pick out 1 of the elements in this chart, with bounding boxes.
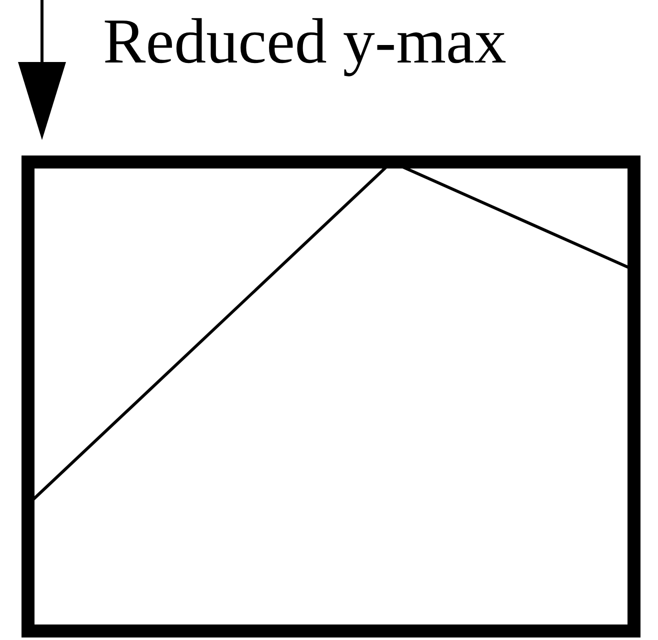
chart-title: Reduced y-max xyxy=(103,6,506,76)
